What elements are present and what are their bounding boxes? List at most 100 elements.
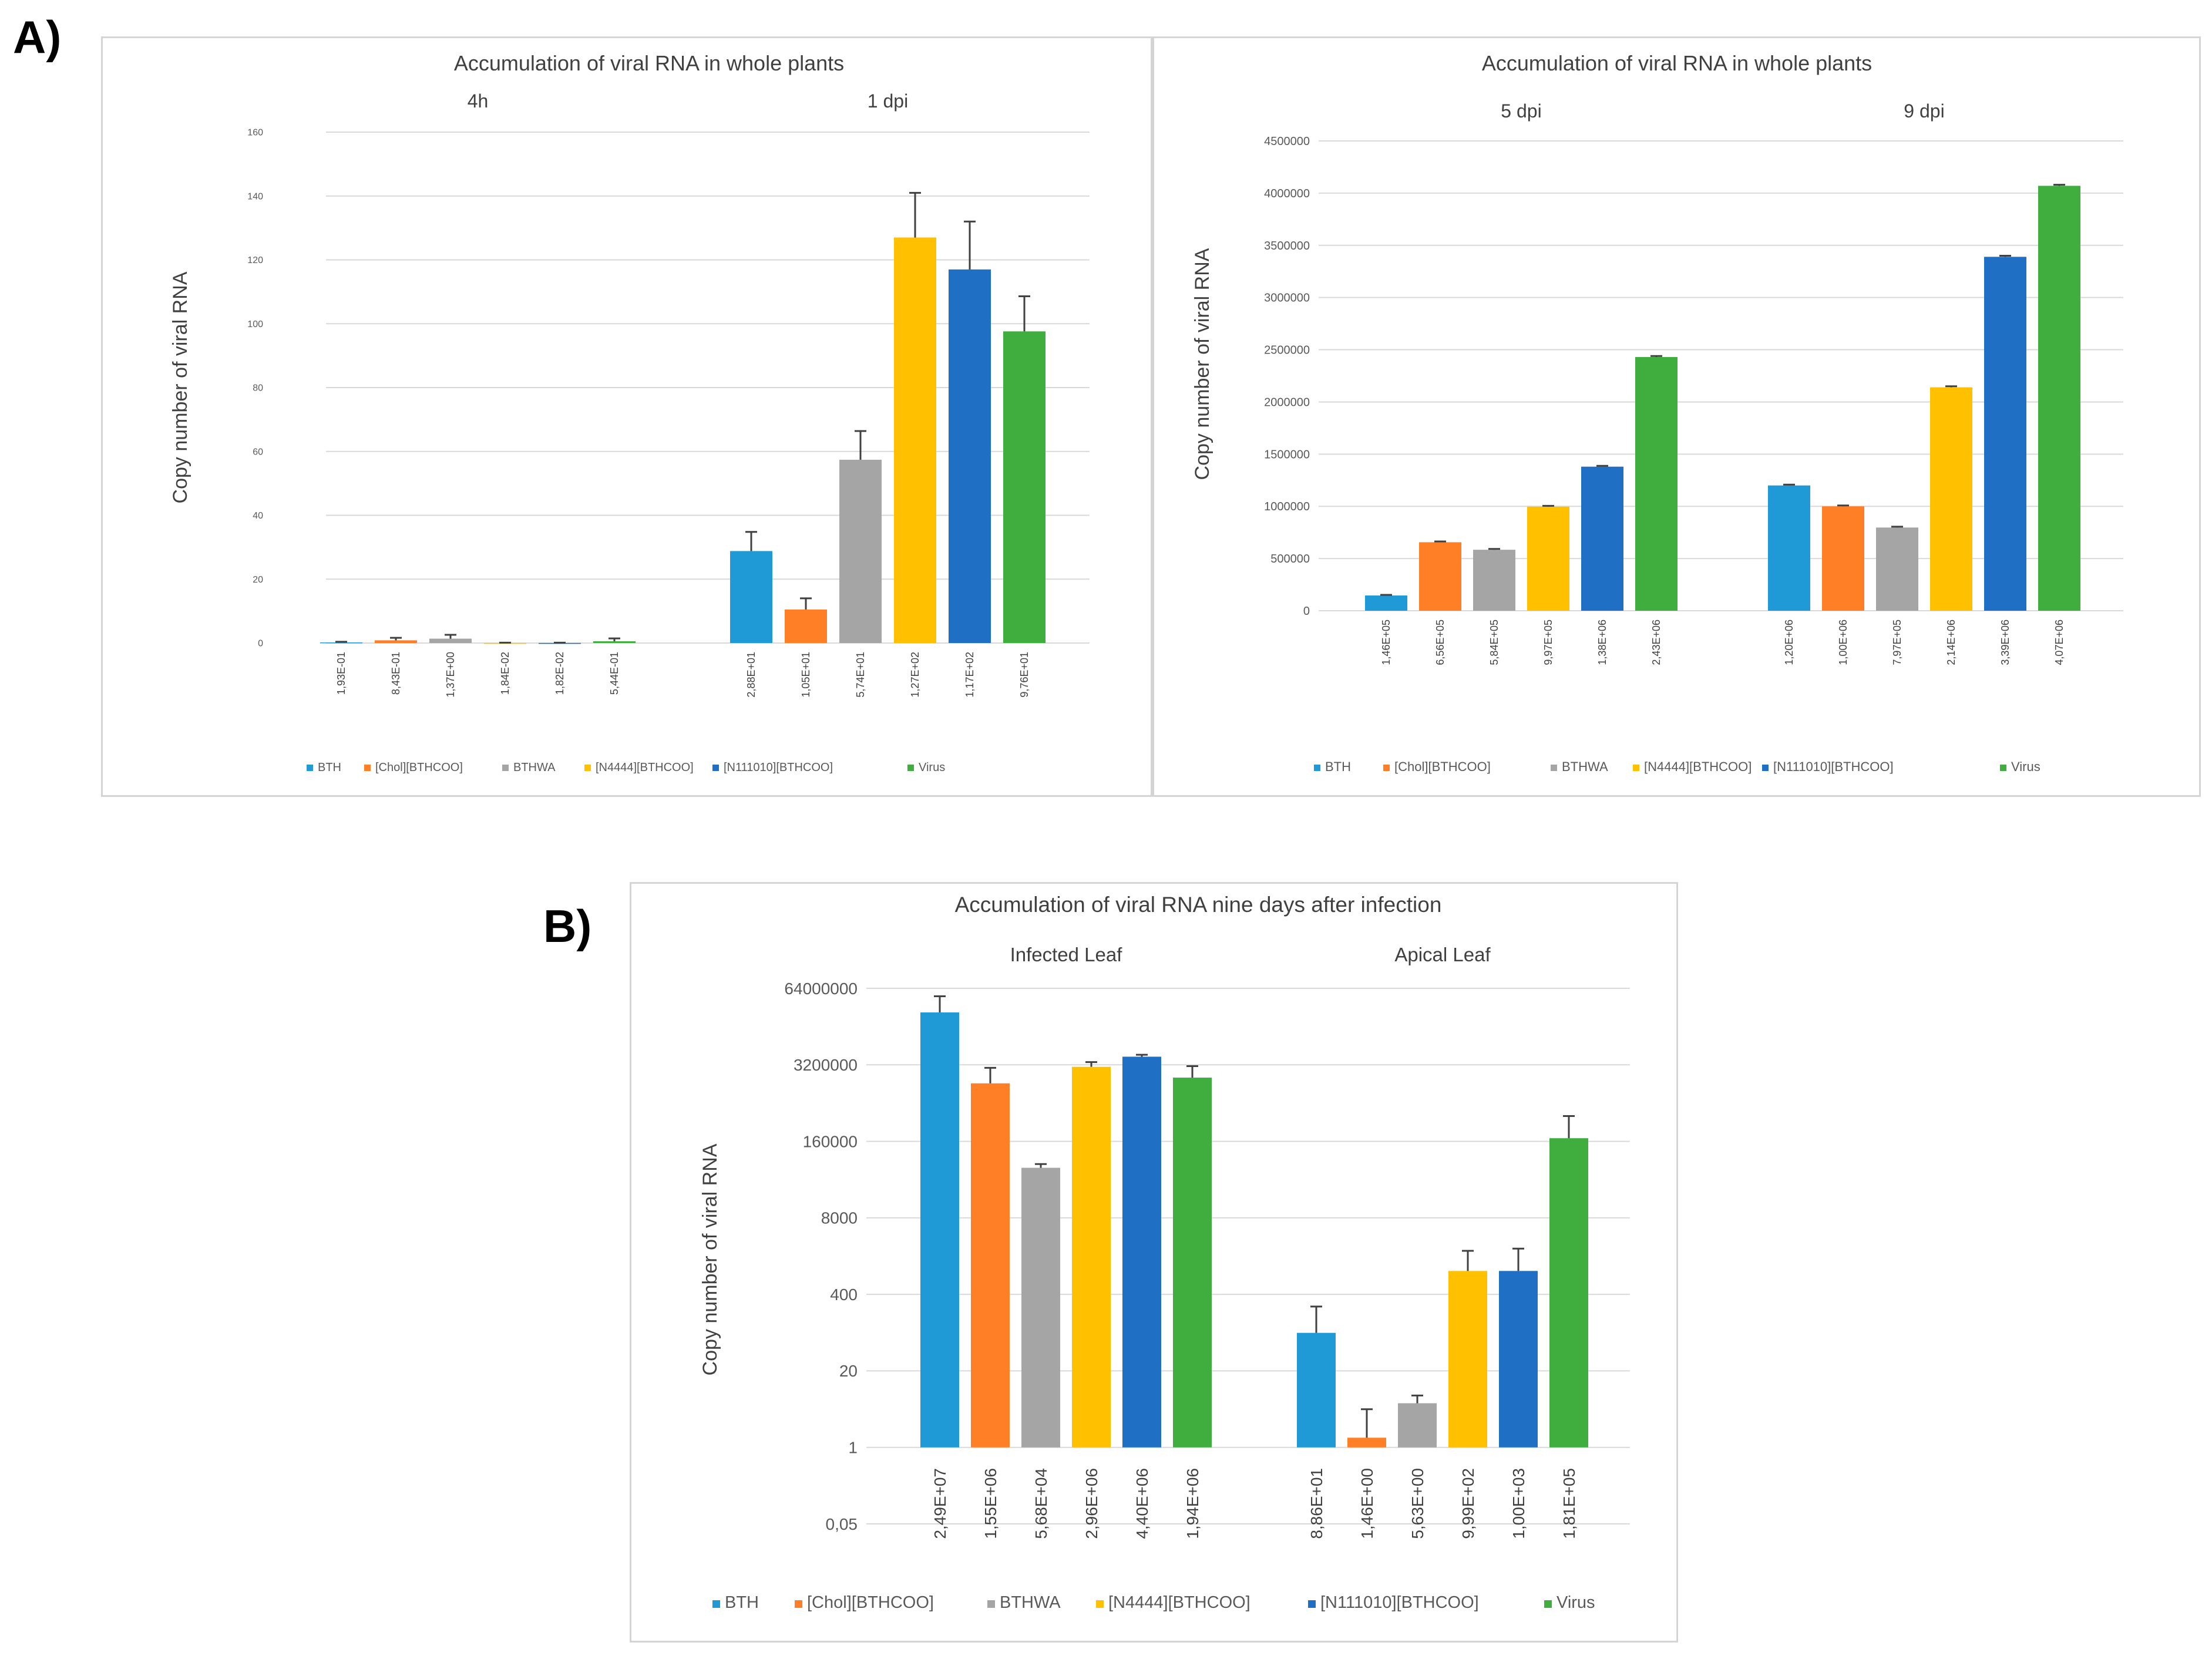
y-tick-label-b: 8000 [821, 1209, 858, 1227]
data-label-a1: 1,93E-01 [335, 652, 347, 695]
data-label-b: 2,96E+06 [1083, 1468, 1101, 1539]
y-tick-label-a2: 4000000 [1264, 187, 1310, 200]
legend-swatch-a2 [1314, 765, 1320, 771]
data-label-a1: 9,76E+01 [1018, 652, 1030, 698]
y-tick-label-a1: 80 [253, 383, 263, 393]
group-label-b: Apical Leaf [1394, 944, 1491, 965]
y-tick-label-a1: 40 [253, 511, 263, 521]
data-label-b: 5,63E+00 [1408, 1468, 1427, 1539]
data-label-b: 9,99E+02 [1459, 1468, 1477, 1539]
bar-b-apical-leaf-0 [1297, 1332, 1336, 1448]
legend-swatch-a2 [1762, 765, 1769, 771]
bar-a1-4h-5 [593, 641, 636, 643]
legend-label-a2: [N111010][BTHCOO] [1773, 759, 1894, 774]
legend-swatch-a2 [2000, 765, 2006, 771]
data-label-b: 1,00E+03 [1510, 1468, 1528, 1539]
y-tick-label-b: 3200000 [794, 1056, 858, 1074]
bar-a1-1-dpi-5 [1003, 331, 1046, 643]
data-label-b: 2,49E+07 [931, 1468, 949, 1539]
bar-b-infected-leaf-0 [920, 1012, 959, 1448]
data-label-a1: 1,27E+02 [909, 652, 921, 698]
panel-label-a: A) [13, 11, 62, 63]
data-label-b: 8,86E+01 [1307, 1468, 1326, 1539]
bar-a1-4h-1 [375, 640, 417, 643]
data-label-a2: 3,39E+06 [1999, 620, 2011, 665]
legend-label-a1: Virus [919, 761, 945, 774]
y-tick-label-b: 400 [830, 1285, 858, 1304]
y-tick-label-a2: 3500000 [1264, 240, 1310, 253]
group-label-a1: 4h [468, 90, 489, 112]
data-label-a1: 5,74E+01 [855, 652, 866, 698]
group-label-b: Infected Leaf [1010, 944, 1123, 965]
data-label-a1: 8,43E-01 [390, 652, 402, 695]
y-tick-label-a1: 60 [253, 447, 263, 457]
bar-a2-9-dpi-3 [1930, 387, 1972, 611]
bar-b-apical-leaf-3 [1448, 1271, 1487, 1448]
data-label-b: 1,94E+06 [1184, 1468, 1202, 1539]
bar-b-infected-leaf-2 [1021, 1167, 1060, 1448]
legend-label-a2: BTH [1325, 759, 1351, 774]
y-axis-label-b: Copy number of viral RNA [699, 1143, 721, 1375]
y-tick-label-a2: 2000000 [1264, 396, 1310, 409]
legend-label-a2: Virus [2011, 759, 2040, 774]
y-tick-label-a1: 160 [247, 128, 263, 138]
data-label-b: 1,46E+00 [1358, 1468, 1376, 1539]
legend-label-a1: [Chol][BTHCOO] [375, 761, 463, 774]
y-tick-label-a2: 0 [1303, 605, 1310, 618]
y-tick-label-a2: 4500000 [1264, 135, 1310, 148]
data-label-a2: 2,14E+06 [1945, 620, 1957, 665]
data-label-b: 1,81E+05 [1560, 1468, 1578, 1539]
bar-a1-4h-2 [429, 638, 472, 643]
legend-label-a1: BTHWA [513, 761, 556, 774]
bar-a2-5-dpi-2 [1473, 550, 1515, 611]
legend-swatch-a1 [712, 765, 719, 771]
data-label-a1: 1,37E+00 [445, 652, 456, 698]
legend-label-a2: [N4444][BTHCOO] [1644, 759, 1752, 774]
data-label-a1: 5,44E-01 [609, 652, 620, 695]
legend-label-b: [N4444][BTHCOO] [1108, 1593, 1250, 1612]
legend-swatch-a1 [584, 765, 591, 771]
y-tick-label-b: 20 [839, 1362, 858, 1380]
bar-a2-5-dpi-1 [1419, 542, 1461, 611]
y-tick-label-a1: 120 [247, 255, 263, 265]
bar-a1-1-dpi-2 [839, 459, 882, 643]
data-label-b: 5,68E+04 [1032, 1468, 1050, 1539]
legend-swatch-a1 [307, 765, 313, 771]
bar-b-apical-leaf-2 [1398, 1403, 1437, 1448]
legend-swatch-a2 [1633, 765, 1639, 771]
legend-swatch-a1 [502, 765, 509, 771]
bar-a2-9-dpi-2 [1876, 527, 1918, 611]
bar-a1-1-dpi-3 [894, 237, 936, 643]
data-label-a2: 1,46E+05 [1380, 620, 1392, 665]
group-label-a1: 1 dpi [868, 90, 908, 112]
bar-a1-1-dpi-1 [785, 609, 827, 643]
y-tick-label-a1: 140 [247, 191, 263, 201]
legend-swatch-b [712, 1600, 720, 1608]
bar-a1-1-dpi-4 [949, 269, 991, 643]
y-tick-label-a2: 500000 [1270, 553, 1310, 566]
legend-swatch-a2 [1551, 765, 1557, 771]
y-axis-label-a2: Copy number of viral RNA [1191, 248, 1213, 480]
data-label-a2: 1,38E+06 [1596, 620, 1608, 665]
legend-swatch-a2 [1383, 765, 1390, 771]
legend-swatch-b [1308, 1600, 1316, 1608]
legend-label-b: [Chol][BTHCOO] [807, 1593, 934, 1612]
legend-label-a1: [N4444][BTHCOO] [596, 761, 694, 774]
data-label-a1: 1,84E-02 [499, 652, 511, 695]
data-label-a2: 6,56E+05 [1434, 620, 1446, 665]
data-label-a1: 1,05E+01 [800, 652, 812, 698]
group-label-a2: 9 dpi [1904, 100, 1944, 122]
legend-label-a2: [Chol][BTHCOO] [1394, 759, 1491, 774]
y-tick-label-a2: 3000000 [1264, 292, 1310, 305]
bar-b-infected-leaf-1 [971, 1083, 1010, 1448]
bar-b-apical-leaf-1 [1347, 1438, 1386, 1448]
legend-swatch-b [1544, 1600, 1552, 1608]
bar-b-infected-leaf-5 [1173, 1078, 1212, 1448]
legend-label-b: BTH [725, 1593, 759, 1612]
data-label-a2: 4,07E+06 [2053, 620, 2065, 665]
bar-b-infected-leaf-4 [1122, 1056, 1161, 1448]
y-tick-label-a1: 0 [258, 639, 263, 649]
y-tick-label-b: 160000 [803, 1132, 858, 1150]
bar-a2-5-dpi-4 [1581, 466, 1623, 611]
